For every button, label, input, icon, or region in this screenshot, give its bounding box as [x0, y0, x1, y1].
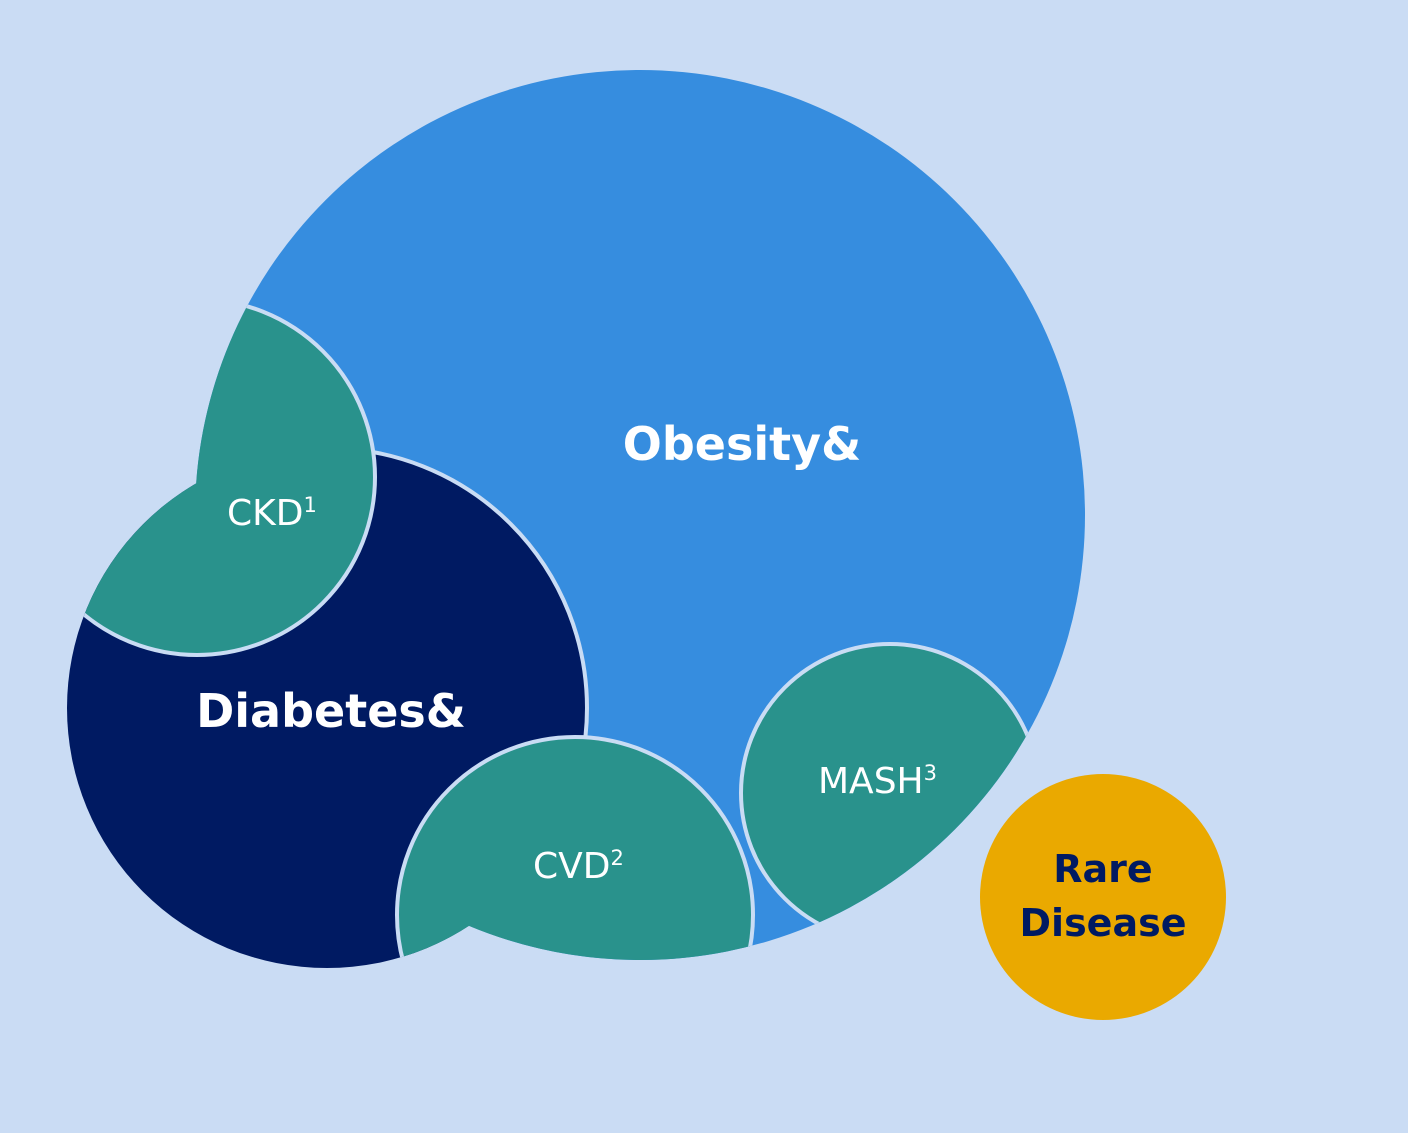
- ckd-text: CKD: [227, 493, 303, 534]
- mash-text: MASH: [818, 761, 924, 802]
- mash-label: MASH3: [818, 761, 937, 802]
- rare-disease-circle: [980, 774, 1226, 1020]
- mash-superscript: 3: [924, 761, 937, 785]
- cvd-text: CVD: [533, 846, 610, 887]
- rare-disease-label-line1: Rare: [1053, 847, 1152, 891]
- ckd-label: CKD1: [227, 493, 317, 534]
- cvd-label: CVD2: [533, 846, 624, 887]
- diabetes-label: Diabetes&: [196, 684, 466, 738]
- ckd-superscript: 1: [303, 493, 316, 517]
- cvd-superscript: 2: [610, 846, 623, 870]
- cvd-circle: [395, 735, 755, 968]
- obesity-label: Obesity&: [623, 417, 861, 471]
- rare-disease-label-line2: Disease: [1020, 901, 1187, 945]
